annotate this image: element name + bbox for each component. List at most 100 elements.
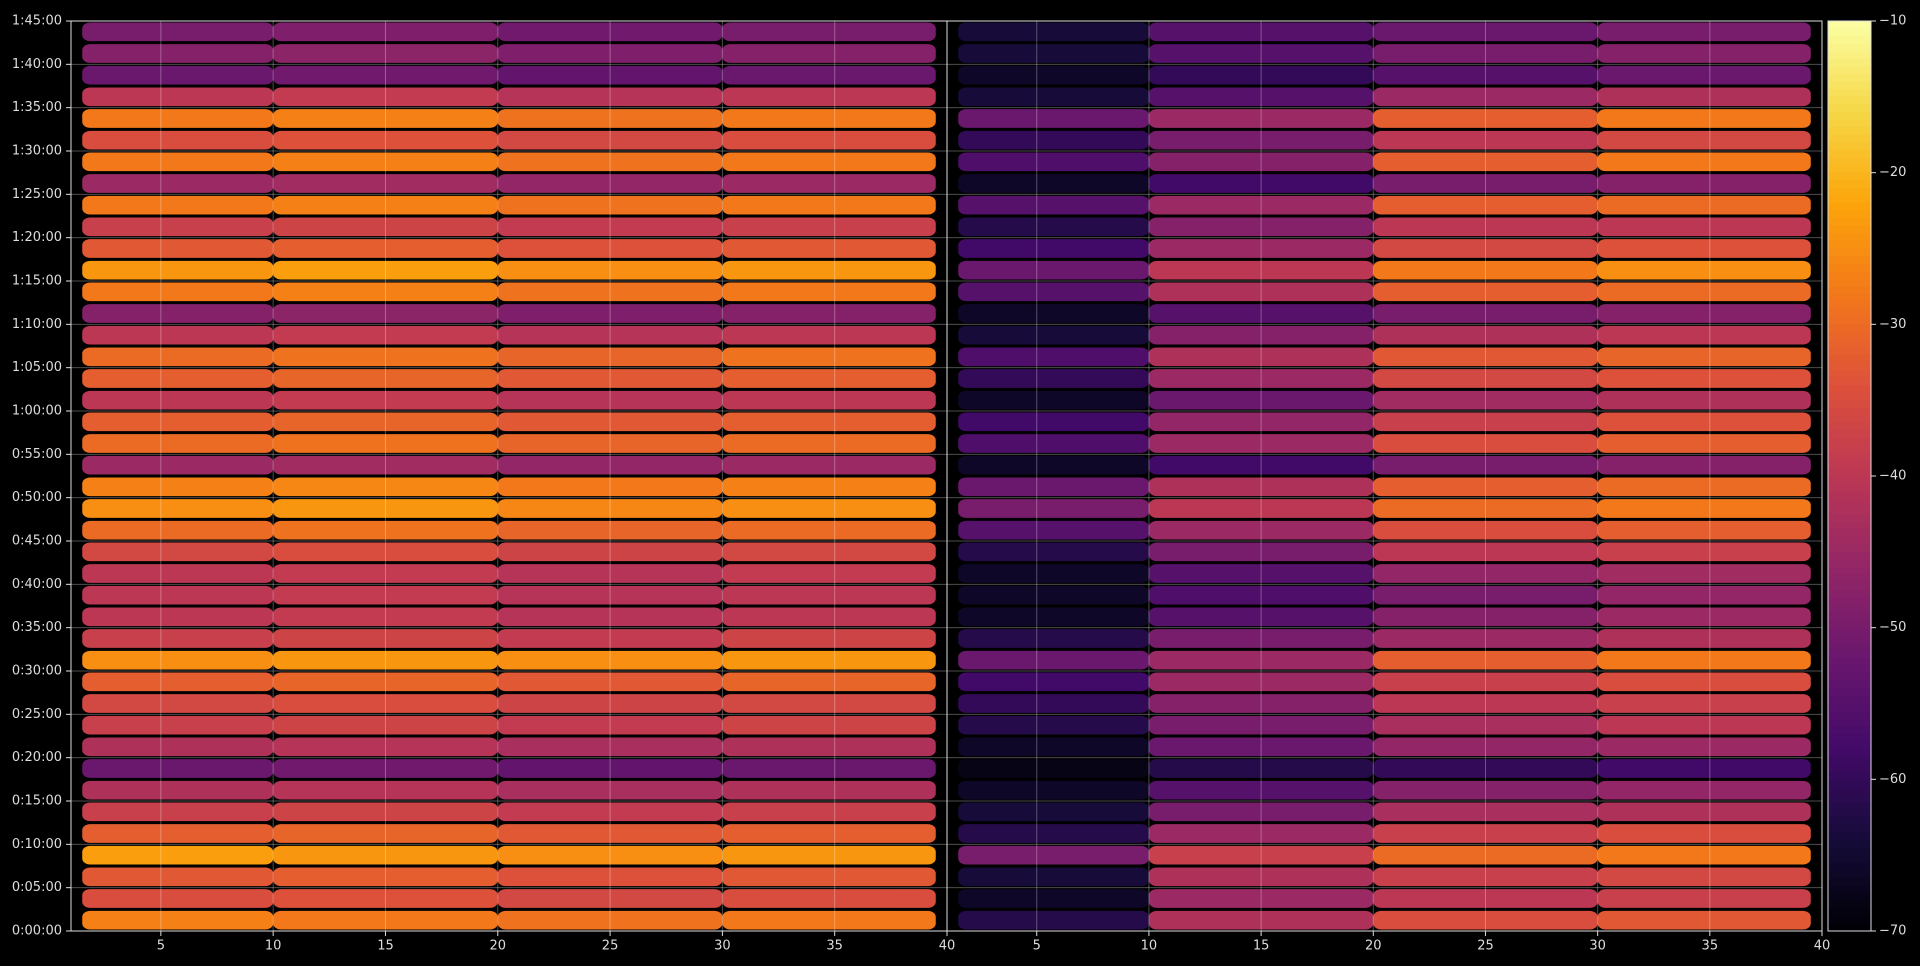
heat-cell (722, 325, 936, 345)
heat-cell (1373, 542, 1598, 562)
heat-cell (722, 65, 936, 85)
heat-cell (1373, 824, 1598, 843)
heat-cell (273, 282, 498, 302)
heat-cell (82, 499, 274, 518)
heat-cell (1373, 889, 1598, 908)
colorbar-segment (1828, 726, 1871, 735)
heat-cell (273, 499, 498, 518)
heat-cell (82, 910, 274, 930)
heat-cell (958, 44, 1149, 63)
heat-cell (273, 477, 498, 497)
colorbar-segment (1828, 597, 1871, 606)
heat-cell (497, 109, 723, 128)
heat-cell (1373, 44, 1598, 63)
heat-cell (273, 715, 498, 735)
heat-cell (1373, 845, 1598, 865)
heat-cell (273, 607, 498, 627)
y-tick-label: 0:40:00 (12, 577, 62, 592)
heat-cell (1597, 412, 1811, 432)
heat-cell (1148, 325, 1374, 345)
heat-cell (722, 412, 936, 432)
y-tick-label: 0:00:00 (12, 924, 62, 939)
heat-cell (497, 715, 723, 735)
heat-cell (722, 130, 936, 150)
heat-cell (1148, 455, 1374, 475)
heat-cell (82, 174, 274, 193)
heat-cell (1373, 780, 1598, 800)
colorbar-tick-label: −60 (1879, 772, 1906, 787)
colorbar-tick-label: −70 (1879, 924, 1906, 939)
heat-cell (1148, 715, 1374, 735)
heat-cell (1373, 239, 1598, 258)
heat-cell (273, 87, 498, 107)
y-tick-label: 0:50:00 (12, 490, 62, 505)
colorbar-segment (1828, 180, 1871, 189)
y-tick-label: 1:00:00 (12, 404, 62, 419)
colorbar-segment (1828, 612, 1871, 621)
heat-cell (1373, 217, 1598, 237)
heat-cell (1597, 499, 1811, 518)
heat-cell (1597, 390, 1811, 410)
heat-cell (1597, 672, 1811, 692)
heat-cell (82, 217, 274, 237)
heat-cell (497, 650, 723, 670)
heat-cell (497, 694, 723, 713)
heat-cell (722, 174, 936, 193)
heat-cell (273, 672, 498, 692)
heat-cell (1148, 217, 1374, 237)
colorbar-segment (1828, 923, 1871, 932)
heat-cell (1373, 694, 1598, 713)
heat-cell (82, 325, 274, 345)
heat-cell (1597, 845, 1811, 865)
heat-cell (497, 759, 723, 778)
heat-cell (722, 217, 936, 237)
heat-cell (497, 477, 723, 497)
heat-cell (722, 650, 936, 670)
heat-cell (958, 260, 1149, 280)
colorbar-segment (1828, 453, 1871, 462)
colorbar-segment (1828, 286, 1871, 295)
heat-cell (273, 390, 498, 410)
colorbar-segment (1828, 764, 1871, 773)
colorbar-segment (1828, 354, 1871, 363)
colorbar-segment (1828, 476, 1871, 485)
heat-cell (722, 780, 936, 800)
heat-cell (82, 845, 274, 865)
heat-cell (958, 542, 1149, 562)
heat-cell (722, 737, 936, 757)
heat-cell (722, 44, 936, 63)
colorbar-segment (1828, 195, 1871, 204)
heat-cell (1373, 109, 1598, 128)
heat-cell (1148, 347, 1374, 367)
heat-cell (1597, 802, 1811, 822)
heat-cell (722, 910, 936, 930)
colorbar-segment (1828, 278, 1871, 288)
heat-cell (958, 174, 1149, 193)
heat-cell (958, 824, 1149, 843)
heat-cell (1597, 889, 1811, 908)
heat-cell (1597, 867, 1811, 887)
heat-cell (958, 347, 1149, 367)
heat-cell (273, 455, 498, 475)
heat-cell (82, 520, 274, 540)
colorbar-segment (1828, 840, 1871, 849)
y-tick-label: 1:45:00 (12, 14, 62, 29)
x-tick-label: 30 (1589, 939, 1606, 954)
colorbar-segment (1828, 134, 1871, 143)
heat-cell (1148, 304, 1374, 323)
heat-cell (1148, 650, 1374, 670)
heat-cell (958, 217, 1149, 237)
heat-cell (1373, 499, 1598, 518)
heat-cell (958, 325, 1149, 345)
heat-cell (273, 239, 498, 258)
x-tick-label: 35 (826, 939, 843, 954)
heat-cell (958, 130, 1149, 150)
colorbar-segment (1828, 362, 1871, 371)
heat-cell (273, 520, 498, 540)
heat-cell (82, 22, 274, 42)
heat-cell (497, 325, 723, 345)
heat-cell (958, 282, 1149, 302)
heat-cell (82, 65, 274, 85)
heat-cell (273, 412, 498, 432)
heat-cell (722, 845, 936, 865)
